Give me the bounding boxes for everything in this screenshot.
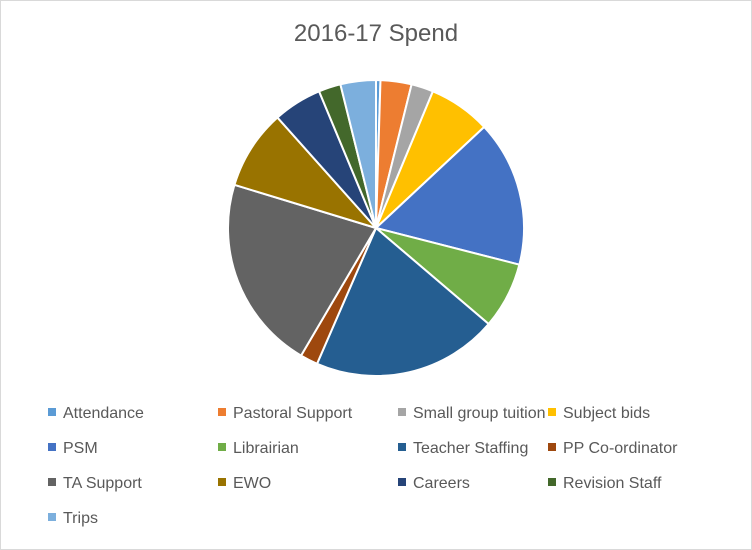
- legend-label: Revision Staff: [563, 475, 662, 492]
- legend-swatch: [548, 408, 556, 416]
- legend-item-careers: Careers: [398, 475, 470, 493]
- legend-item-ewo: EWO: [218, 475, 271, 493]
- legend-swatch: [48, 478, 56, 486]
- legend-item-attendance: Attendance: [48, 405, 144, 423]
- legend-item-psm: PSM: [48, 440, 98, 458]
- legend-label: Trips: [63, 510, 98, 527]
- legend-label: Small group tuition: [413, 405, 546, 422]
- legend-swatch: [548, 478, 556, 486]
- chart-title: 2016-17 Spend: [293, 20, 459, 47]
- pie-slice-psm: [373, 125, 525, 266]
- legend-label: TA Support: [63, 475, 142, 492]
- legend-label: PSM: [63, 440, 98, 457]
- legend-label: PP Co-ordinator: [563, 440, 678, 457]
- legend-label: EWO: [233, 475, 272, 492]
- pie-slice-trips: [339, 78, 377, 229]
- legend-item-pastoral-support: Pastoral Support: [218, 405, 352, 423]
- pie-slice-ta-support: [227, 183, 378, 357]
- legend-item-librairian: Librairian: [218, 440, 299, 458]
- legend-swatch: [218, 478, 226, 486]
- legend-swatch: [398, 443, 406, 451]
- legend-swatch: [218, 408, 226, 416]
- pie-chart: [227, 78, 525, 377]
- legend-item-pp-co-ordinator: PP Co-ordinator: [548, 440, 677, 458]
- legend-item-subject-bids: Subject bids: [548, 405, 650, 423]
- legend-swatch: [548, 443, 556, 451]
- legend-swatch: [398, 408, 406, 416]
- legend-item-trips: Trips: [48, 510, 98, 528]
- legend-item-teacher-staffing: Teacher Staffing: [398, 440, 528, 458]
- legend-swatch: [48, 408, 56, 416]
- legend-label: Teacher Staffing: [413, 440, 529, 457]
- legend-swatch: [398, 478, 406, 486]
- legend-item-revision-staff: Revision Staff: [548, 475, 661, 493]
- legend-item-small-group-tuition: Small group tuition: [398, 405, 546, 423]
- legend-swatch: [48, 513, 56, 521]
- legend-label: Pastoral Support: [233, 405, 353, 422]
- legend-item-ta-support: TA Support: [48, 475, 142, 493]
- legend-label: Careers: [413, 475, 470, 492]
- legend-label: Subject bids: [563, 405, 651, 422]
- legend-swatch: [48, 443, 56, 451]
- legend-swatch: [218, 443, 226, 451]
- legend-label: Librairian: [233, 440, 299, 457]
- legend-label: Attendance: [63, 405, 144, 422]
